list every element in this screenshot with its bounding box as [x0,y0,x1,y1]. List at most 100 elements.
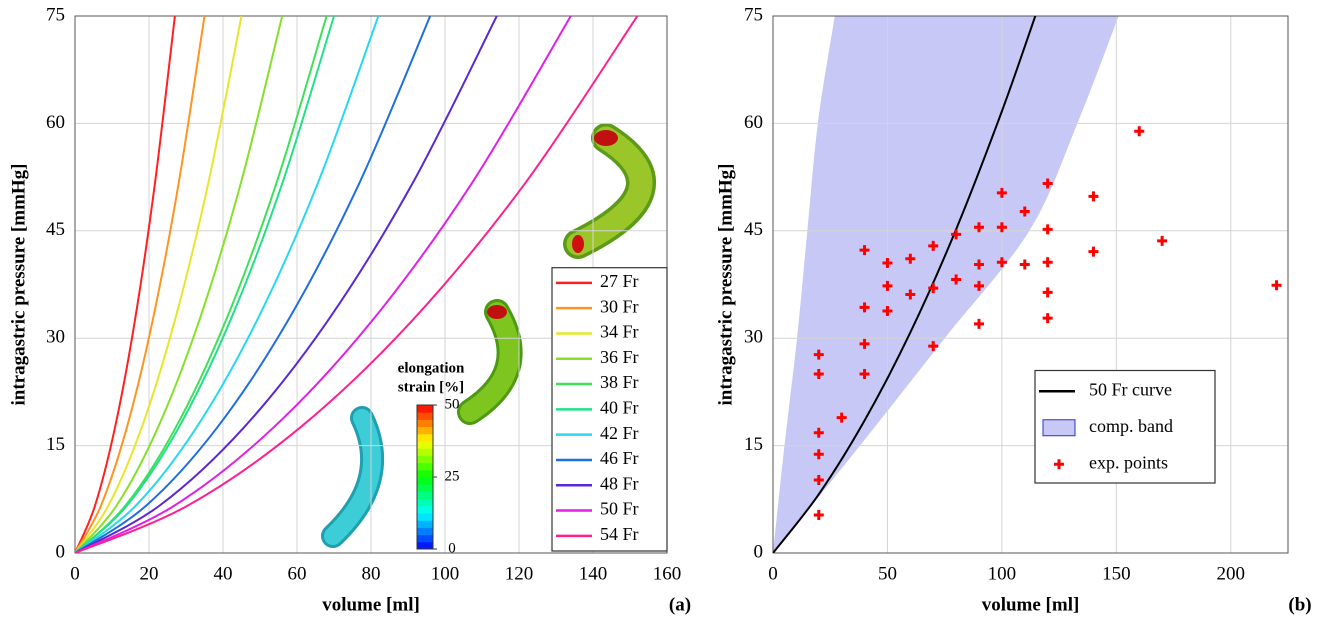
data-point [1042,313,1053,324]
colorbar: 0 25 50 elongation strain [%] [398,360,465,556]
data-point [1271,280,1282,291]
data-point [859,369,870,379]
panel: 0 15 30 45 60 75 0 50 100 150 200 volume [ml] intrag… [715,4,1311,615]
legend-label: 46 Fr [600,448,639,468]
y-tick-label: 45 [744,219,763,240]
colorbar-step [417,534,433,543]
curve [75,16,572,553]
curve [75,16,328,553]
data-point [1042,287,1053,298]
panel: 0 15 30 45 60 75 0 20 40 60 80 100 120 140 160 volume [… [8,4,691,615]
data-point [882,305,893,316]
tube-low-strain [321,406,385,548]
curve [75,16,284,553]
curve [773,16,1037,553]
legend-label: 34 Fr [600,322,639,342]
y-tick-label: 15 [46,434,65,455]
panel-label: (a) [669,594,691,615]
y-tick-label: 0 [56,541,66,562]
curve [75,16,335,553]
colorbar-step [417,412,433,420]
curve [75,16,243,553]
colorbar-step [417,455,433,464]
legend-label: 36 Fr [600,347,639,367]
y-tick-label: 0 [754,541,764,562]
colorbar-tick-label: 25 [445,468,460,484]
colorbar-step [417,498,433,507]
colorbar-step [417,469,433,478]
colorbar-step [417,505,433,514]
colorbar-step [417,527,433,536]
data-point [836,412,847,423]
colorbar-step [417,484,433,492]
colorbar-tick-label: 0 [448,540,456,556]
curve [75,16,432,553]
legend: 50 Fr curve comp. band exp. points [1034,369,1216,484]
legend-label: 27 Fr [600,271,639,291]
y-tick-label: 60 [744,112,763,133]
x-tick-label: 80 [362,563,381,584]
data-point [951,274,962,285]
legend-label: 30 Fr [600,296,639,316]
legend-label: 54 Fr [600,524,639,544]
data-point [928,341,939,352]
colorbar-step [417,491,433,500]
plot-frame [772,15,1289,554]
x-tick-label: 0 [768,563,778,584]
data-point [1088,246,1099,257]
data-point [974,280,984,291]
legend-swatch [1042,419,1076,437]
x-tick-label: 40 [214,563,233,584]
data-point [813,474,824,485]
colorbar-step [417,513,433,521]
data-point [905,253,916,264]
colorbar-step [417,426,433,435]
x-tick-label: 50 [878,563,897,584]
data-point [882,280,893,291]
data-point [951,229,962,240]
data-point [859,338,870,349]
tube-mid-strain [457,299,523,425]
data-point [859,245,870,256]
tube-high-strain [563,123,656,259]
x-axis-label: volume [ml] [322,594,420,615]
curve [75,16,639,553]
legend-label: 38 Fr [600,372,639,392]
data-point [1088,191,1099,202]
legend-label: 40 Fr [600,397,639,417]
y-axis-label: intragastric pressure [mmHg] [8,163,29,405]
colorbar-label: elongation [398,360,465,376]
data-point [1042,178,1053,189]
data-point [974,259,984,270]
data-point [974,222,984,233]
data-point [996,222,1007,233]
colorbar-step [417,448,433,456]
data-point [1019,206,1030,217]
y-axis-label: intragastric pressure [mmHg] [715,163,736,405]
x-tick-label: 60 [288,563,307,584]
legend-label: exp. points [1089,452,1168,472]
x-tick-label: 100 [988,563,1017,584]
data-point [813,369,824,379]
data-point [996,187,1007,198]
data-point [813,427,824,438]
curve [75,16,498,553]
data-point [996,257,1007,268]
data-point [905,289,916,300]
data-point [1019,259,1030,270]
legend-label: 50 Fr curve [1089,379,1172,399]
colorbar-label: strain [%] [398,379,464,395]
y-tick-label: 15 [744,434,763,455]
data-point [882,258,893,269]
y-tick-label: 75 [46,4,65,25]
legend-label: 48 Fr [600,473,639,493]
data-point [859,302,870,313]
x-tick-label: 160 [653,563,682,584]
data-point [928,283,939,294]
colorbar-step [417,462,433,471]
curve [75,16,380,553]
x-tick-label: 140 [579,563,608,584]
x-tick-label: 120 [505,563,534,584]
legend-swatch [1054,459,1064,470]
